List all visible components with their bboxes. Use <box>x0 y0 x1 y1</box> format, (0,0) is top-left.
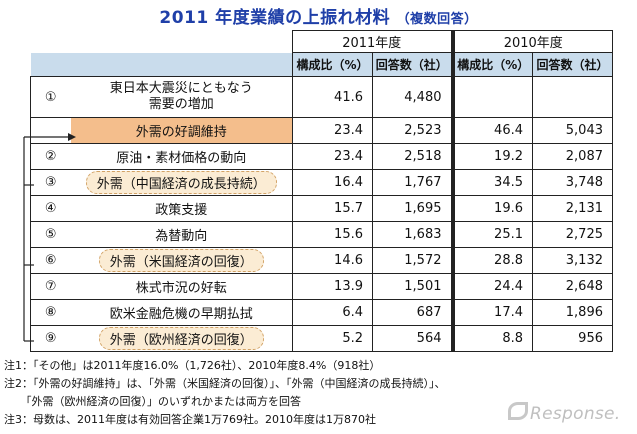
results-table: 2011年度 2010年度 構成比（%） 回答数（社） 構成比（%） 回答数（社… <box>30 30 613 352</box>
table-row: ③ 外需（中国経済の成長持続） 16.4 1,767 34.5 3,748 <box>30 169 613 196</box>
value-2011-cnt: 564 <box>372 325 455 352</box>
title-text: 2011 年度業績の上振れ材料 <box>159 8 391 28</box>
row-label: 外需の好調維持 <box>70 117 293 144</box>
value-2011-pct: 13.9 <box>292 273 373 300</box>
column-header-row: 構成比（%） 回答数（社） 構成比（%） 回答数（社） <box>30 52 613 77</box>
value-2011-pct: 23.4 <box>292 117 373 144</box>
value-2011-pct: 23.4 <box>292 143 373 170</box>
value-2011-cnt: 1,683 <box>372 221 455 248</box>
value-2010-pct: 19.6 <box>450 195 533 222</box>
table-row: ② 原油・素材価格の動向 23.4 2,518 19.2 2,087 <box>30 143 613 170</box>
value-2010-pct: 17.4 <box>450 299 533 326</box>
response-logo: Response. <box>508 402 621 424</box>
note-2: 注2：「外需の好調維持」は、「外需（米国経済の回復）」、「外需（中国経済の成長持… <box>4 377 446 390</box>
table-row: ⑤ 為替動向 15.6 1,683 25.1 2,725 <box>30 221 613 248</box>
note-1: 注1：「その他」は2011年度16.0%（1,726社）、2010年度8.4%（… <box>4 359 381 372</box>
year-2010-header: 2010年度 <box>450 30 613 53</box>
row-label: 為替動向 <box>70 221 293 248</box>
value-2011-pct: 5.2 <box>292 325 373 352</box>
table-row: ⑨ 外需（欧州経済の回復） 5.2 564 8.8 956 <box>30 325 613 352</box>
value-2010-pct: 8.8 <box>450 325 533 352</box>
logo-text: Response. <box>530 404 621 424</box>
row-label: 外需（米国経済の回復） <box>70 247 293 274</box>
bracket-connector-lower <box>23 320 34 342</box>
footnotes: 注1：「その他」は2011年度16.0%（1,726社）、2010年度8.4%（… <box>4 357 446 429</box>
row-label: 外需（欧州経済の回復） <box>70 325 293 352</box>
value-2011-pct: 41.6 <box>292 76 373 118</box>
row-label-line2: 需要の増加 <box>148 97 214 112</box>
value-2010-pct: 19.2 <box>450 143 533 170</box>
row-number <box>30 117 71 144</box>
row-number: ③ <box>30 169 71 196</box>
value-2010-cnt: 2,725 <box>532 221 613 248</box>
table-row: ⑧ 欧米金融危機の早期払拭 6.4 687 17.4 1,896 <box>30 299 613 326</box>
value-2011-cnt: 1,695 <box>372 195 455 222</box>
value-2010-cnt: 3,748 <box>532 169 613 196</box>
table-row: ④ 政策支援 15.7 1,695 19.6 2,131 <box>30 195 613 222</box>
row-label: 東日本大震災にともなう 需要の増加 <box>70 76 293 118</box>
value-2010-cnt: 5,043 <box>532 117 613 144</box>
value-2011-cnt: 687 <box>372 299 455 326</box>
col-2011-pct: 構成比（%） <box>292 52 373 77</box>
value-2011-cnt: 2,523 <box>372 117 455 144</box>
row-label: 原油・素材価格の動向 <box>70 143 293 170</box>
value-2010-pct: 25.1 <box>450 221 533 248</box>
value-2010-pct <box>450 76 533 118</box>
row-label: 欧米金融危機の早期払拭 <box>70 299 293 326</box>
value-2010-cnt: 2,648 <box>532 273 613 300</box>
value-2011-pct: 14.6 <box>292 247 373 274</box>
table-row: ⑥ 外需（米国経済の回復） 14.6 1,572 28.8 3,132 <box>30 247 613 274</box>
value-2010-cnt: 3,132 <box>532 247 613 274</box>
value-2011-pct: 6.4 <box>292 299 373 326</box>
value-2011-cnt: 2,518 <box>372 143 455 170</box>
value-2010-pct: 28.8 <box>450 247 533 274</box>
row-label-pill: 外需（欧州経済の回復） <box>98 327 264 350</box>
row-label: 政策支援 <box>70 195 293 222</box>
chart-title: 2011 年度業績の上振れ材料 （複数回答） <box>0 3 637 28</box>
value-2011-cnt: 1,572 <box>372 247 455 274</box>
row-label: 外需（中国経済の成長持続） <box>70 169 293 196</box>
value-2010-pct: 46.4 <box>450 117 533 144</box>
row-number: ⑨ <box>30 325 71 352</box>
year-header-row: 2011年度 2010年度 <box>31 30 613 53</box>
note-3: 注3：母数は、2011年度は有効回答企業1万769社。2010年度は1万870社 <box>4 413 376 426</box>
bracket-arrow-head <box>68 133 76 141</box>
value-2011-pct: 15.7 <box>292 195 373 222</box>
row-label-pill: 外需（米国経済の回復） <box>98 249 264 272</box>
value-2010-cnt: 2,087 <box>532 143 613 170</box>
value-2011-pct: 16.4 <box>292 169 373 196</box>
row-label-pill: 外需（中国経済の成長持続） <box>85 171 277 194</box>
year-2011-header: 2011年度 <box>292 30 455 53</box>
col-2011-cnt: 回答数（社） <box>372 52 455 77</box>
row-label: 株式市況の好転 <box>70 273 293 300</box>
value-2010-cnt: 1,896 <box>532 299 613 326</box>
table-row: ⑦ 株式市況の好転 13.9 1,501 24.4 2,648 <box>30 273 613 300</box>
value-2010-pct: 34.5 <box>450 169 533 196</box>
value-2010-cnt: 2,131 <box>532 195 613 222</box>
table-row: ① 東日本大震災にともなう 需要の増加 41.6 4,480 <box>30 76 613 118</box>
row-label-line1: 東日本大震災にともなう <box>109 81 253 96</box>
note-2-continued: 「外需（欧州経済の回復）」のいずれかまたは両方を回答 <box>4 395 301 408</box>
row-number: ② <box>30 143 71 170</box>
value-2011-cnt: 1,501 <box>372 273 455 300</box>
value-2010-pct: 24.4 <box>450 273 533 300</box>
value-2011-cnt: 1,767 <box>372 169 455 196</box>
value-2010-cnt <box>532 76 613 118</box>
bracket-connector <box>23 133 76 320</box>
value-2010-cnt: 956 <box>532 325 613 352</box>
table-row: 外需の好調維持 23.4 2,523 46.4 5,043 <box>30 117 613 144</box>
col-2010-pct: 構成比（%） <box>450 52 533 77</box>
value-2011-cnt: 4,480 <box>372 76 455 118</box>
col-2010-cnt: 回答数（社） <box>532 52 613 77</box>
subtitle-text: （複数回答） <box>396 12 478 27</box>
value-2011-pct: 15.6 <box>292 221 373 248</box>
logo-swoosh-icon <box>508 402 528 420</box>
row-number: ① <box>30 76 71 118</box>
